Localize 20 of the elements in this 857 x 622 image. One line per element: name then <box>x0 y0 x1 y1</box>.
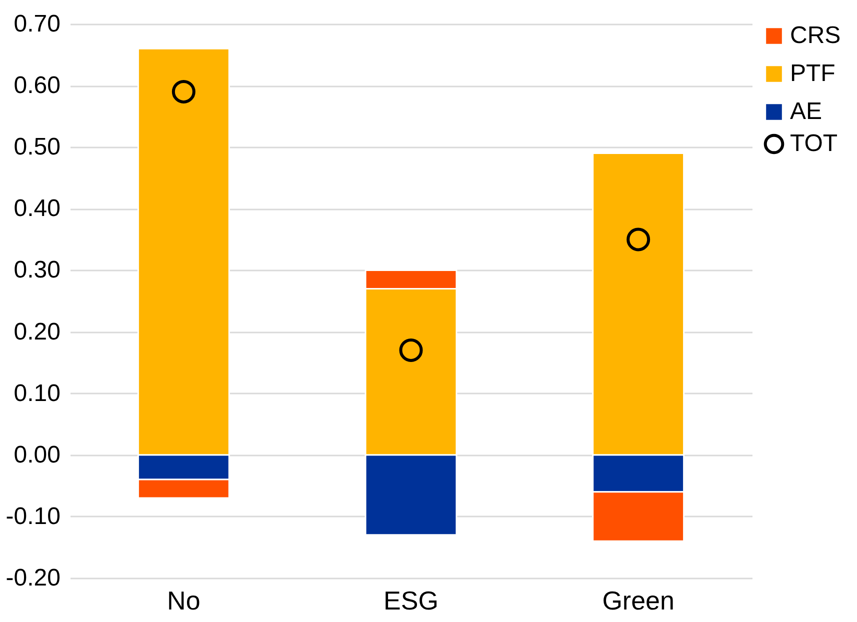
y-tick-label: 0.70 <box>14 10 60 38</box>
legend-label: AE <box>790 98 822 125</box>
y-tick-label: -0.20 <box>6 564 60 592</box>
y-tick-label: 0.10 <box>14 380 60 407</box>
y-tick-label: -0.10 <box>6 502 60 530</box>
x-tick-label: ESG <box>384 586 438 616</box>
y-tick-label: 0.40 <box>14 195 60 222</box>
legend-label: PTF <box>790 60 836 87</box>
x-tick-label: Green <box>602 586 674 616</box>
point <box>399 338 423 362</box>
y-tick-label: 0.00 <box>14 441 60 468</box>
y-tick-label: 0.30 <box>14 256 60 284</box>
legend-label: CRS <box>790 22 841 49</box>
y-tick-label: 0.20 <box>14 318 60 346</box>
point <box>626 228 650 252</box>
point <box>172 80 196 104</box>
y-tick-label: 0.60 <box>14 72 60 100</box>
legend-label: TOT <box>790 130 838 157</box>
y-tick-label: 0.50 <box>14 134 60 161</box>
x-tick-label: No <box>167 586 200 616</box>
